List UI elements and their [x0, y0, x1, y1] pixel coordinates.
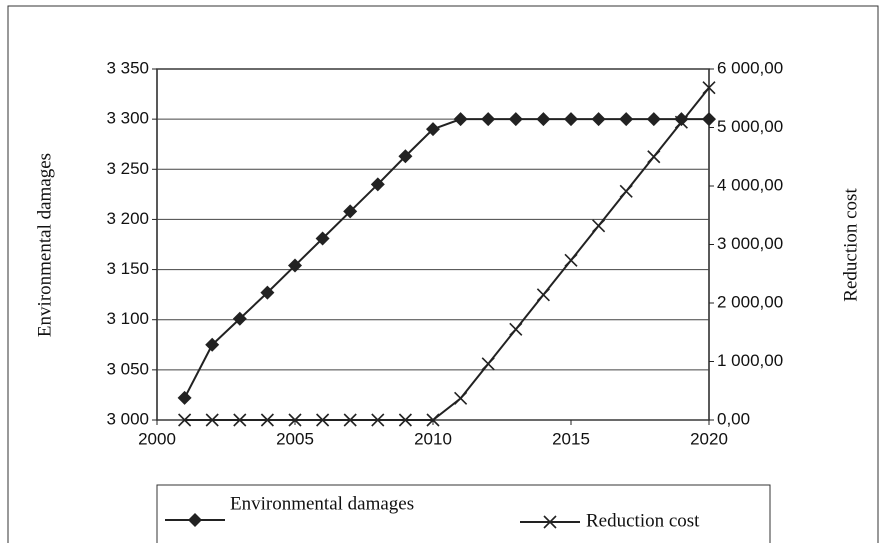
x-marker — [454, 391, 468, 405]
diamond-marker — [591, 112, 606, 127]
diamond-marker — [481, 112, 496, 127]
diamond-marker — [232, 311, 247, 326]
x-marker — [564, 253, 578, 267]
x-marker — [674, 115, 688, 129]
diamond-marker — [177, 390, 192, 405]
y-tick-label: 3 100 — [106, 309, 149, 328]
legend — [156, 484, 771, 543]
x-marker — [536, 288, 550, 302]
diamond-marker — [205, 337, 220, 352]
y-tick-label: 3 050 — [106, 359, 149, 378]
y2-tick-label: 5 000,00 — [717, 117, 783, 136]
diamond-marker — [398, 149, 413, 164]
x-marker — [619, 184, 633, 198]
x-marker — [398, 413, 412, 427]
legend-marker — [188, 513, 202, 527]
y2-tick-label: 6 000,00 — [717, 58, 783, 77]
y-tick-label: 3 200 — [106, 209, 149, 228]
series-line — [184, 87, 710, 421]
y2-tick-label: 3 000,00 — [717, 234, 783, 253]
y2-tick-label: 2 000,00 — [717, 292, 783, 311]
y2-tick-label: 1 000,00 — [717, 351, 783, 370]
x-marker — [592, 219, 606, 233]
y2-tick-label: 4 000,00 — [717, 175, 783, 194]
y-tick-label: 3 150 — [106, 259, 149, 278]
legend-label: Environmental damages — [230, 493, 414, 514]
x-marker — [343, 413, 357, 427]
legend-marker — [543, 515, 557, 529]
diamond-marker — [370, 177, 385, 192]
x-tick-label: 2000 — [138, 429, 176, 448]
series-line — [183, 118, 709, 399]
diamond-marker — [260, 285, 275, 300]
diamond-marker — [674, 112, 689, 127]
y-tick-label: 3 000 — [106, 409, 149, 428]
diamond-marker — [315, 231, 330, 246]
x-marker — [426, 413, 440, 427]
y-axis-label: Environmental damages — [34, 153, 55, 337]
diamond-marker — [619, 112, 634, 127]
x-marker — [178, 413, 192, 427]
diamond-marker — [508, 112, 523, 127]
x-tick-label: 2015 — [552, 429, 590, 448]
x-marker — [647, 150, 661, 164]
diamond-marker — [536, 112, 551, 127]
x-marker — [371, 413, 385, 427]
diamond-marker — [702, 112, 716, 127]
diamond-marker — [288, 258, 302, 273]
x-tick-label: 2005 — [276, 429, 314, 448]
x-marker — [481, 357, 495, 371]
x-marker — [316, 413, 330, 427]
diamond-marker — [343, 204, 358, 219]
y-tick-label: 3 250 — [106, 159, 149, 178]
diamond-marker — [453, 112, 468, 127]
legend-label: Reduction cost — [586, 510, 700, 531]
y2-tick-label: 0,00 — [717, 409, 750, 428]
x-marker — [205, 413, 219, 427]
x-marker — [509, 322, 523, 336]
x-marker — [233, 413, 247, 427]
y-tick-label: 3 300 — [106, 109, 149, 128]
x-marker — [702, 81, 716, 95]
y-tick-label: 3 350 — [106, 58, 149, 77]
x-marker — [260, 413, 274, 427]
chart-frame — [7, 5, 879, 543]
diamond-marker — [564, 112, 578, 127]
x-tick-label: 2010 — [414, 429, 452, 448]
diamond-marker — [646, 112, 661, 127]
x-marker — [288, 413, 302, 427]
x-tick-label: 2020 — [690, 429, 728, 448]
y2-axis-label: Reduction cost — [840, 188, 861, 302]
diamond-marker — [426, 122, 440, 137]
